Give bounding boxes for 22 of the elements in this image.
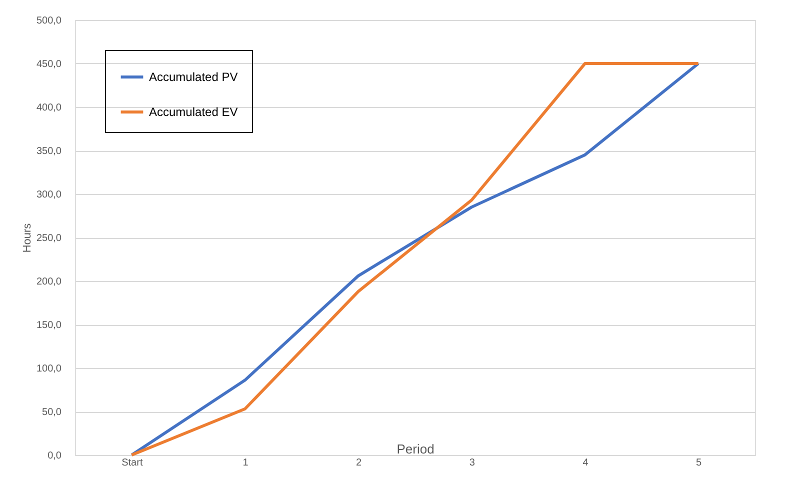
y-tick-label: 450,0 (36, 59, 62, 70)
x-tick-label: 5 (696, 458, 702, 468)
x-tick-label: Start (122, 458, 143, 468)
y-tick-label: 50,0 (42, 407, 62, 418)
y-tick-label: 250,0 (36, 233, 62, 244)
x-axis-title: Period (396, 442, 434, 456)
line-series (130, 62, 700, 456)
y-tick-label: 350,0 (36, 146, 62, 157)
x-tick-label: 1 (242, 458, 249, 468)
x-tick-label: 2 (356, 458, 362, 468)
y-tick-label: 0,0 (48, 450, 62, 462)
y-tick-label: 200,0 (36, 276, 62, 288)
legend-label: Accumulated EV (149, 105, 238, 119)
y-tick-label: 500,0 (36, 16, 62, 26)
y-tick-label: 400,0 (36, 102, 62, 114)
y-tick-label: 300,0 (36, 190, 62, 200)
y-tick-label: 150,0 (36, 320, 62, 331)
y-tick-label: 100,0 (36, 364, 62, 374)
x-tick-label: 4 (582, 458, 589, 468)
y-axis-title: Hours (21, 222, 34, 253)
x-tick-label: 3 (469, 458, 476, 468)
legend-label: Accumulated PV (149, 70, 238, 84)
